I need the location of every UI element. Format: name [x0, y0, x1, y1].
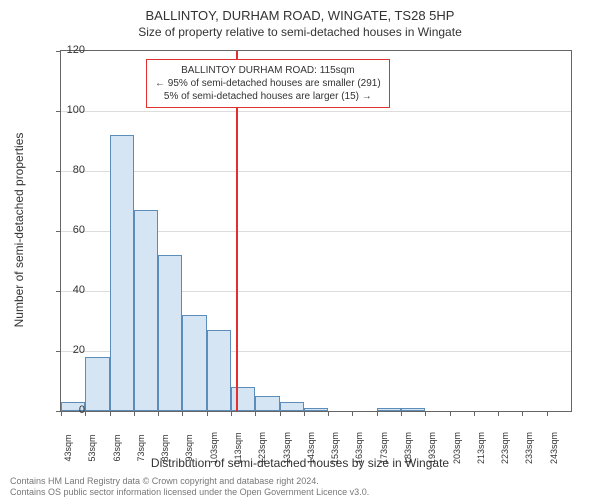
histogram-bar	[255, 396, 279, 411]
ytick-label: 120	[60, 44, 85, 56]
ytick-label: 40	[60, 284, 85, 296]
xtick-mark	[110, 411, 111, 416]
footer-line1: Contains HM Land Registry data © Crown c…	[10, 476, 590, 487]
ytick-label: 60	[60, 224, 85, 236]
xtick-mark	[304, 411, 305, 416]
ytick-label: 0	[60, 404, 85, 416]
histogram-bar	[134, 210, 158, 411]
footer-text: Contains HM Land Registry data © Crown c…	[10, 476, 590, 498]
xtick-mark	[498, 411, 499, 416]
ytick-label: 100	[60, 104, 85, 116]
page-title: BALLINTOY, DURHAM ROAD, WINGATE, TS28 5H…	[0, 0, 600, 23]
histogram-plot: BALLINTOY DURHAM ROAD: 115sqm← 95% of se…	[60, 50, 572, 412]
xtick-mark	[280, 411, 281, 416]
xtick-mark	[255, 411, 256, 416]
xtick-mark	[547, 411, 548, 416]
xtick-mark	[158, 411, 159, 416]
xtick-mark	[85, 411, 86, 416]
histogram-bar	[182, 315, 206, 411]
gridline-h	[61, 111, 571, 112]
footer-line2: Contains OS public sector information li…	[10, 487, 590, 498]
gridline-h	[61, 171, 571, 172]
histogram-bar	[280, 402, 304, 411]
histogram-bar	[231, 387, 255, 411]
xtick-mark	[134, 411, 135, 416]
xtick-mark	[474, 411, 475, 416]
histogram-bar	[85, 357, 109, 411]
ytick-label: 20	[60, 344, 85, 356]
xtick-mark	[207, 411, 208, 416]
info-box-line1: BALLINTOY DURHAM ROAD: 115sqm	[155, 64, 381, 77]
info-box: BALLINTOY DURHAM ROAD: 115sqm← 95% of se…	[146, 59, 390, 108]
xtick-mark	[522, 411, 523, 416]
histogram-bar	[207, 330, 231, 411]
histogram-bar	[110, 135, 134, 411]
xtick-mark	[328, 411, 329, 416]
histogram-bar	[377, 408, 401, 411]
x-axis-label: Distribution of semi-detached houses by …	[0, 456, 600, 470]
y-axis-label: Number of semi-detached properties	[12, 133, 26, 328]
xtick-mark	[231, 411, 232, 416]
xtick-mark	[401, 411, 402, 416]
xtick-mark	[377, 411, 378, 416]
xtick-mark	[450, 411, 451, 416]
chart-container: BALLINTOY, DURHAM ROAD, WINGATE, TS28 5H…	[0, 0, 600, 500]
histogram-bar	[401, 408, 425, 411]
ytick-label: 80	[60, 164, 85, 176]
page-subtitle: Size of property relative to semi-detach…	[0, 23, 600, 39]
info-box-line2: ← 95% of semi-detached houses are smalle…	[155, 77, 381, 90]
info-box-line3: 5% of semi-detached houses are larger (1…	[155, 90, 381, 103]
xtick-mark	[425, 411, 426, 416]
xtick-mark	[182, 411, 183, 416]
histogram-bar	[304, 408, 328, 411]
histogram-bar	[158, 255, 182, 411]
xtick-mark	[352, 411, 353, 416]
